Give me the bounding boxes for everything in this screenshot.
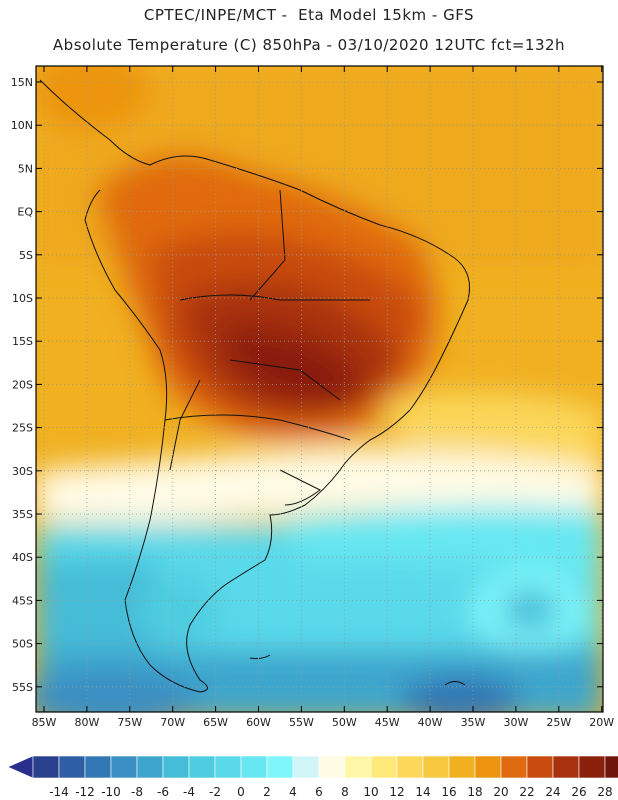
colorbar-tick-label: 22 — [519, 785, 534, 799]
lon-label: 65W — [203, 716, 228, 729]
lat-label: 20S — [12, 378, 33, 391]
colorbar-cell — [84, 755, 112, 779]
colorbar-tick-label: 14 — [415, 785, 430, 799]
colorbar-cell — [552, 755, 580, 779]
colorbar-tick-label: 20 — [493, 785, 508, 799]
lon-label: 30W — [503, 716, 528, 729]
lat-label: 25S — [12, 422, 33, 435]
colorbar-cell — [214, 755, 242, 779]
lat-label: 30S — [12, 465, 33, 478]
colorbar-cell — [344, 755, 372, 779]
lat-label: 15S — [12, 335, 33, 348]
colorbar-cell — [448, 755, 476, 779]
colorbar-under-arrow — [7, 755, 34, 779]
lat-label: 40S — [12, 551, 33, 564]
colorbar-cell — [188, 755, 216, 779]
colorbar-tick-label: 12 — [389, 785, 404, 799]
colorbar-tick-label: -8 — [131, 785, 143, 799]
colorbar-tick-label: 28 — [597, 785, 612, 799]
lat-lon-grid — [36, 66, 603, 712]
map-title-line-1: CPTEC/INPE/MCT - Eta Model 15km - GFS — [143, 6, 475, 24]
colorbar-tick-label: 10 — [363, 785, 378, 799]
colorbar-tick-label: 6 — [315, 785, 323, 799]
map-title-line-2: Absolute Temperature (C) 850hPa - 03/10/… — [52, 36, 566, 54]
colorbar-cell — [240, 755, 268, 779]
colorbar-cell — [474, 755, 502, 779]
colorbar-tick-label: 16 — [441, 785, 456, 799]
lat-label: 50S — [12, 638, 33, 651]
colorbar-tick-label: 8 — [341, 785, 349, 799]
coastlines — [39, 79, 470, 693]
colorbar-cell — [500, 755, 528, 779]
colorbar-tick-label: -6 — [157, 785, 169, 799]
colorbar-tick-label: -10 — [101, 785, 121, 799]
colorbar-cell — [136, 755, 164, 779]
colorbar-cell — [266, 755, 294, 779]
lon-label: 85W — [32, 716, 57, 729]
colorbar-tick-label: -14 — [49, 785, 69, 799]
colorbar-cell — [526, 755, 554, 779]
colorbar-cell — [396, 755, 424, 779]
lon-label: 20W — [589, 716, 614, 729]
colorbar-tick-label: 26 — [571, 785, 586, 799]
colorbar-tick-label: 0 — [237, 785, 245, 799]
lon-label: 55W — [289, 716, 314, 729]
colorbar-tick-label: -4 — [183, 785, 195, 799]
colorbar-tick-label: 24 — [545, 785, 560, 799]
colorbar-cell — [110, 755, 138, 779]
lon-label: 40W — [418, 716, 443, 729]
colorbar-tick-label: -12 — [75, 785, 95, 799]
colorbar-cell — [604, 755, 618, 779]
lon-label: 70W — [160, 716, 185, 729]
lat-label: 55S — [12, 681, 33, 694]
colorbar-tick-label: 2 — [263, 785, 271, 799]
colorbar-cell — [422, 755, 450, 779]
lon-label: 80W — [74, 716, 99, 729]
colorbar-cell — [162, 755, 190, 779]
lon-label: 60W — [246, 716, 271, 729]
lat-label: 5N — [18, 162, 33, 175]
lon-label: 50W — [332, 716, 357, 729]
lat-label: 35S — [12, 508, 33, 521]
lon-label: 25W — [546, 716, 571, 729]
colorbar-tick-label: 4 — [289, 785, 297, 799]
map-frame — [35, 65, 604, 713]
lon-label: 75W — [117, 716, 142, 729]
colorbar-cell — [32, 755, 60, 779]
lat-label: EQ — [17, 206, 33, 219]
colorbar-cell — [578, 755, 606, 779]
lat-label: 10S — [12, 292, 33, 305]
lat-label: 5S — [19, 249, 33, 262]
lat-label: 45S — [12, 594, 33, 607]
colorbar-cell — [370, 755, 398, 779]
colorbar-tick-label: -2 — [209, 785, 221, 799]
lat-label: 15N — [11, 76, 33, 89]
colorbar-cell — [318, 755, 346, 779]
colorbar-tick-label: 18 — [467, 785, 482, 799]
lon-label: 45W — [375, 716, 400, 729]
colorbar-cell — [292, 755, 320, 779]
colorbar: -14 -12 -10 -8 -6 -4 -2 0 2 4 6 8 10 12 14 16 18 20 22 24 26… — [7, 755, 618, 799]
colorbar-cell — [58, 755, 86, 779]
lat-label: 10N — [11, 119, 33, 132]
lon-label: 35W — [461, 716, 486, 729]
